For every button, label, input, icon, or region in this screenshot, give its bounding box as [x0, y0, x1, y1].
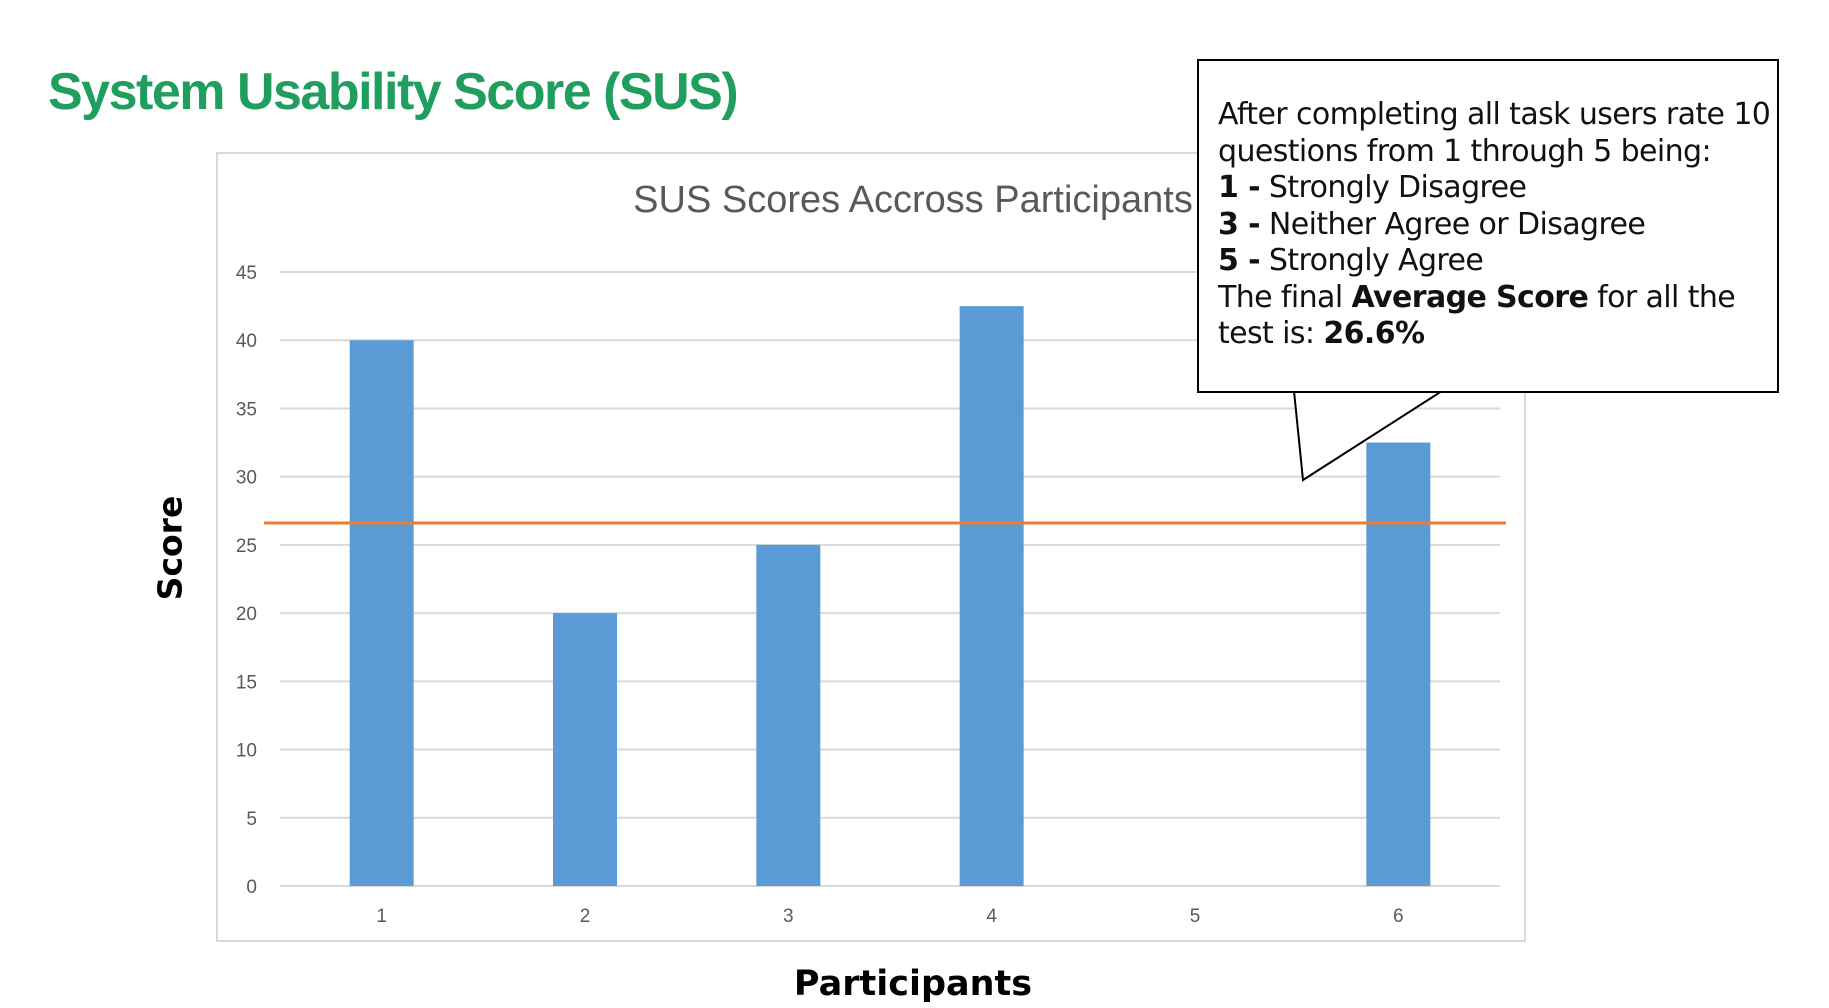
bar [553, 613, 617, 886]
slide-title: System Usability Score (SUS) [48, 63, 739, 121]
scale-item: 1 - Strongly Disagree [1218, 170, 1527, 205]
bar [756, 544, 821, 886]
callout-final-line: The final Average Score for all the [1218, 279, 1736, 315]
y-tick-label: 30 [236, 468, 257, 489]
bar [1366, 442, 1431, 886]
x-axis-label: Participants [793, 964, 1033, 1004]
y-tick-label: 20 [236, 604, 257, 625]
y-tick-label: 10 [236, 741, 257, 762]
y-tick-label: 35 [236, 399, 257, 420]
callout-box: After completing all task users rate 10 … [1197, 59, 1779, 393]
y-tick-label: 25 [236, 536, 257, 557]
y-tick-label: 40 [236, 331, 257, 352]
x-tick-label: 3 [783, 906, 794, 927]
bar [349, 340, 414, 886]
x-tick-label: 2 [580, 906, 591, 927]
callout-intro-line: After completing all task users rate 10 [1218, 97, 1771, 132]
bar [959, 306, 1024, 887]
scale-item: 5 - Strongly Agree [1218, 243, 1484, 278]
y-tick-label: 5 [246, 809, 257, 830]
y-tick-label: 15 [236, 672, 257, 693]
y-tick-label: 45 [236, 263, 257, 284]
callout-intro-line: questions from 1 through 5 being: [1218, 133, 1712, 169]
chart-title: SUS Scores Accross Participants [633, 179, 1193, 221]
y-tick-label: 0 [246, 877, 257, 898]
callout-final-line: test is: 26.6% [1218, 316, 1425, 351]
scale-item: 3 - Neither Agree or Disagree [1218, 206, 1646, 242]
x-tick-label: 5 [1190, 906, 1201, 927]
x-tick-label: 4 [986, 906, 997, 927]
x-tick-label: 6 [1393, 906, 1404, 927]
x-tick-label: 1 [376, 906, 387, 927]
bar-chart: SUS Scores Accross Participants051015202… [236, 179, 1506, 927]
average-score-value: 26.6% [1323, 316, 1425, 351]
